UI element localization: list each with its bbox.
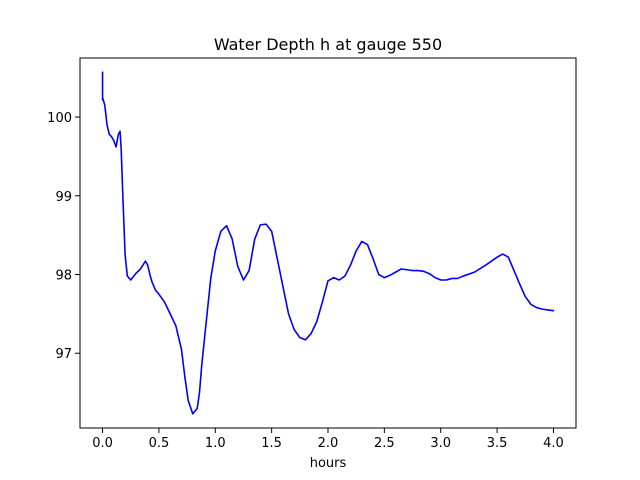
x-tick-label: 2.5 <box>374 436 395 451</box>
chart-title: Water Depth h at gauge 550 <box>214 35 442 54</box>
x-tick-label: 0.0 <box>92 436 113 451</box>
x-tick-label: 4.0 <box>543 436 564 451</box>
x-axis-ticks: 0.0 0.5 1.0 1.5 2.0 2.5 3.0 3.5 4.0 <box>92 428 564 451</box>
x-axis-label: hours <box>310 456 347 471</box>
y-tick-label: 99 <box>55 190 72 205</box>
x-tick-label: 3.5 <box>487 436 508 451</box>
x-tick-label: 2.0 <box>318 436 339 451</box>
y-tick-label: 100 <box>47 111 72 126</box>
y-axis-ticks: 97 98 99 100 <box>47 111 80 362</box>
x-tick-label: 1.0 <box>205 436 226 451</box>
y-tick-label: 98 <box>55 268 72 283</box>
x-tick-label: 0.5 <box>149 436 170 451</box>
y-tick-label: 97 <box>55 347 72 362</box>
series-line <box>101 71 555 415</box>
x-tick-label: 1.5 <box>261 436 282 451</box>
x-tick-label: 3.0 <box>430 436 451 451</box>
